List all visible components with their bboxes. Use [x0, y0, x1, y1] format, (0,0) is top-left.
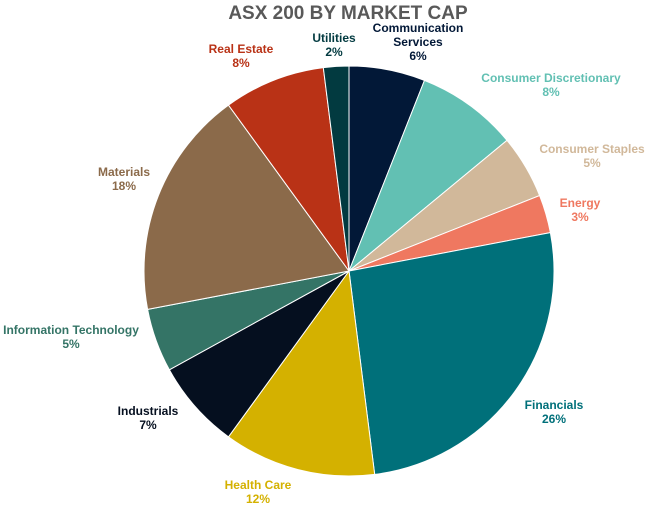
slice-name-label: Communication: [373, 21, 464, 35]
slice-value-label: 5%: [583, 156, 601, 170]
slice-value-label: 6%: [409, 49, 427, 63]
slice-value-label: 8%: [232, 56, 250, 70]
pie-slice-financials: [348, 232, 555, 475]
slice-name-label: Real Estate: [209, 42, 274, 56]
slice-name-label: Health Care: [225, 478, 292, 492]
slice-name-label: Consumer Discretionary: [481, 71, 621, 85]
chart-title: ASX 200 BY MARKET CAP: [228, 3, 468, 24]
slice-name-label: Energy: [560, 196, 601, 210]
slice-value-label: 26%: [542, 412, 566, 426]
slice-value-label: 3%: [571, 210, 589, 224]
slice-value-label: 2%: [325, 45, 343, 59]
pie-slice-utilities: [322, 65, 350, 272]
slice-value-label: 12%: [246, 492, 270, 506]
pie-slice-materials: [143, 104, 350, 310]
slice-name-label: Information Technology: [3, 323, 139, 337]
slice-name-label: Consumer Staples: [539, 142, 645, 156]
slice-name-label: Services: [393, 35, 443, 49]
pie-slice-consumer-discretionary: [348, 79, 508, 272]
pie-slice-real-estate: [227, 67, 350, 272]
slice-name-label: Utilities: [312, 31, 356, 45]
pie-slice-health-care: [227, 269, 376, 477]
slice-value-label: 7%: [139, 418, 157, 432]
slice-name-label: Financials: [525, 398, 584, 412]
pie-slices: [143, 65, 555, 477]
slice-name-label: Industrials: [118, 404, 179, 418]
slice-value-label: 8%: [542, 85, 560, 99]
slice-value-label: 18%: [112, 179, 136, 193]
slice-name-label: Materials: [98, 165, 150, 179]
slice-value-label: 5%: [62, 337, 80, 351]
